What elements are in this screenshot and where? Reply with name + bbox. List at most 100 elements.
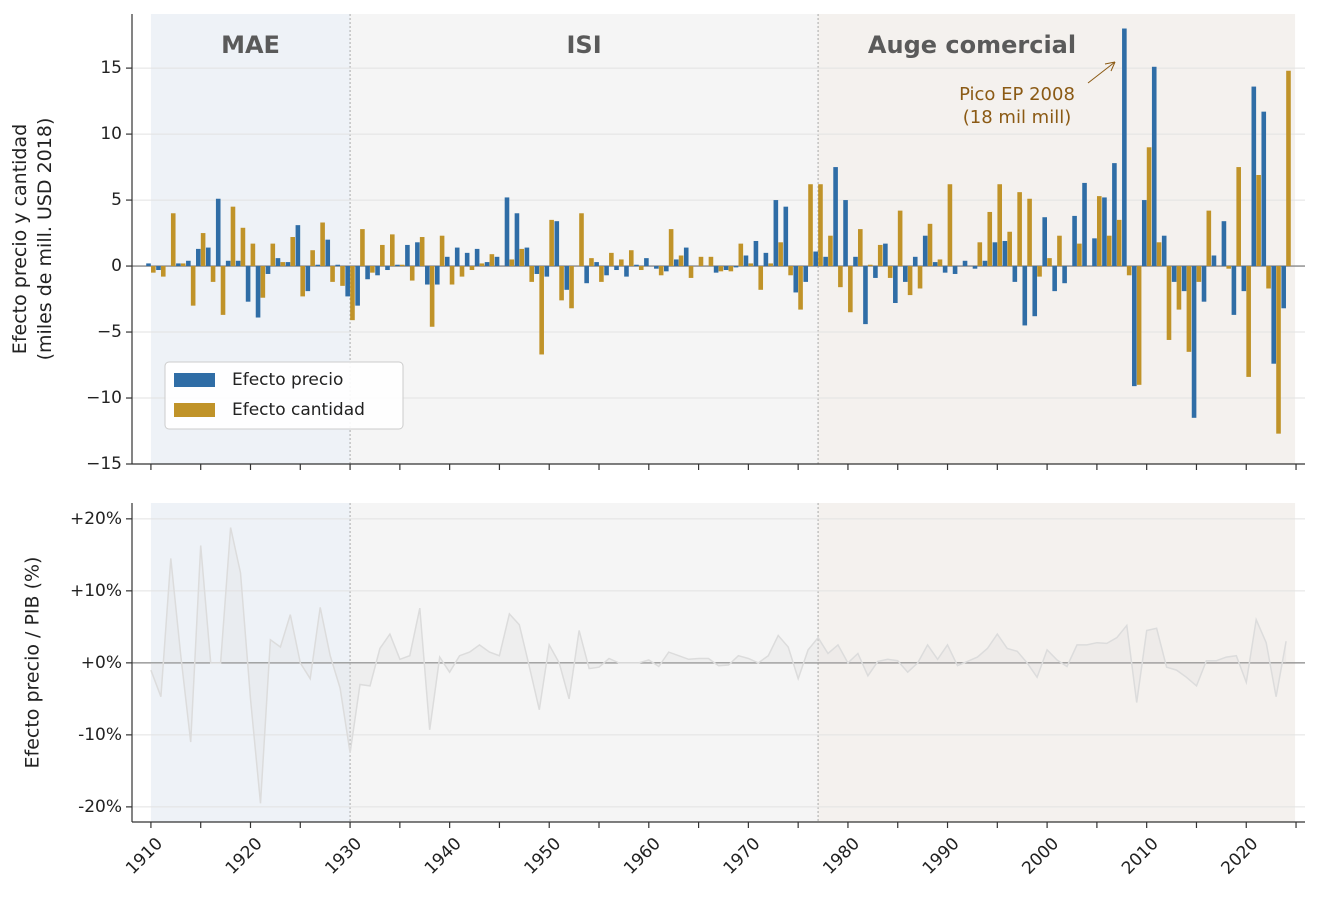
bar bbox=[190, 266, 196, 306]
bar bbox=[1196, 266, 1202, 282]
y-tick-label: 15 bbox=[100, 58, 122, 78]
bar bbox=[509, 259, 515, 267]
bar bbox=[1231, 266, 1237, 315]
bar bbox=[1132, 266, 1137, 387]
bar bbox=[808, 184, 813, 267]
x-tick-label: 1980 bbox=[819, 834, 864, 879]
bar bbox=[210, 266, 216, 282]
bar bbox=[877, 244, 883, 267]
bar bbox=[883, 243, 888, 267]
bar bbox=[350, 266, 355, 321]
bar bbox=[1116, 219, 1122, 267]
bar bbox=[1042, 217, 1047, 267]
bar bbox=[823, 256, 828, 267]
bar bbox=[160, 266, 166, 277]
bar bbox=[987, 211, 993, 267]
bar bbox=[723, 266, 729, 271]
bar bbox=[325, 239, 331, 267]
y-tick-label: 10 bbox=[100, 124, 122, 144]
legend-label: Efecto cantidad bbox=[232, 400, 365, 420]
bar bbox=[1057, 235, 1062, 267]
bar bbox=[753, 240, 759, 267]
bar bbox=[534, 266, 540, 274]
bar bbox=[170, 213, 176, 267]
bar bbox=[375, 266, 380, 276]
bar bbox=[504, 197, 510, 267]
bar bbox=[1096, 196, 1102, 267]
bar bbox=[265, 266, 271, 274]
bar bbox=[1161, 235, 1167, 267]
bar bbox=[544, 266, 550, 277]
bar bbox=[907, 266, 913, 296]
bar bbox=[1141, 200, 1147, 267]
bar bbox=[1246, 266, 1251, 377]
bar bbox=[464, 252, 470, 267]
bar bbox=[1012, 266, 1018, 282]
bar bbox=[345, 266, 350, 297]
bar bbox=[594, 262, 599, 267]
bar bbox=[1191, 266, 1197, 418]
bar bbox=[290, 237, 296, 267]
bar bbox=[385, 266, 390, 271]
bar bbox=[1146, 147, 1152, 267]
bar bbox=[927, 223, 933, 267]
y-tick-label: −10 bbox=[86, 388, 122, 408]
bar bbox=[758, 266, 764, 290]
bar bbox=[399, 264, 405, 267]
bar bbox=[474, 248, 480, 267]
bar bbox=[947, 184, 953, 267]
bar bbox=[1266, 266, 1271, 289]
bar bbox=[683, 247, 689, 267]
x-tick-label: 2020 bbox=[1218, 834, 1263, 879]
bar bbox=[479, 263, 485, 267]
bar bbox=[1171, 266, 1177, 282]
bar bbox=[1102, 197, 1107, 267]
bar bbox=[867, 264, 873, 267]
bar bbox=[748, 263, 754, 267]
bar bbox=[1256, 174, 1261, 267]
legend: Efecto precio Efecto cantidad bbox=[164, 361, 404, 430]
bar bbox=[200, 233, 206, 267]
y-axis-label: Efecto precio y cantidad bbox=[9, 124, 31, 354]
bar bbox=[524, 247, 530, 267]
bar bbox=[245, 266, 251, 302]
bar bbox=[1176, 266, 1182, 310]
bar bbox=[409, 266, 415, 281]
bar bbox=[654, 266, 659, 269]
bar bbox=[982, 260, 988, 267]
bar bbox=[415, 242, 420, 267]
bar bbox=[843, 200, 848, 267]
bar bbox=[434, 266, 440, 285]
bar bbox=[668, 229, 674, 267]
bar bbox=[828, 235, 833, 267]
bar bbox=[1241, 266, 1247, 292]
bar bbox=[1181, 266, 1187, 292]
bar bbox=[599, 266, 604, 282]
bar bbox=[813, 251, 818, 267]
bar bbox=[848, 266, 853, 313]
bar bbox=[220, 266, 226, 315]
bar bbox=[803, 266, 809, 282]
x-tick-label: 1970 bbox=[720, 834, 765, 879]
era-label: MAE bbox=[221, 31, 280, 59]
bar bbox=[1276, 266, 1281, 434]
bar bbox=[569, 266, 574, 309]
legend-swatch bbox=[174, 403, 215, 417]
x-tick-label: 1940 bbox=[421, 834, 466, 879]
bar bbox=[529, 266, 535, 282]
bar bbox=[1271, 266, 1277, 364]
bar bbox=[738, 243, 744, 267]
bar bbox=[778, 242, 783, 267]
bar bbox=[355, 266, 360, 306]
bar bbox=[156, 266, 161, 271]
bar bbox=[205, 247, 211, 267]
bar bbox=[863, 266, 868, 325]
era-label: Auge comercial bbox=[868, 31, 1076, 59]
bar bbox=[260, 266, 266, 298]
bar bbox=[902, 266, 908, 282]
bar bbox=[638, 266, 644, 271]
bar bbox=[425, 266, 430, 285]
bar bbox=[494, 256, 500, 267]
bar bbox=[708, 256, 714, 267]
bar bbox=[554, 221, 560, 267]
